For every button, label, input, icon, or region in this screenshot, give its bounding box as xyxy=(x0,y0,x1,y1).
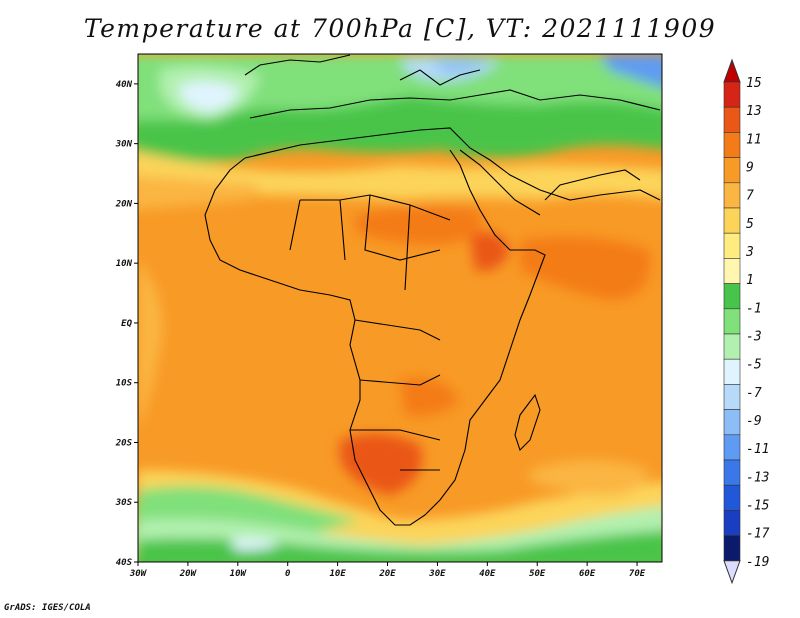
colorbar-label: -11 xyxy=(746,442,769,457)
colorbar-swatch xyxy=(723,358,741,385)
lat-tick-label: 30S xyxy=(115,498,133,508)
colorbar-label: -3 xyxy=(746,329,762,344)
lon-tick-label: 70E xyxy=(629,569,646,579)
colorbar-label: -13 xyxy=(746,470,769,485)
lon-tick-label: 20E xyxy=(378,569,396,579)
colorbar-label: 3 xyxy=(745,245,754,260)
colorbar-label: 9 xyxy=(746,160,754,175)
lat-tick-label: 30N xyxy=(115,140,133,150)
colorbar-swatch xyxy=(723,434,741,461)
lon-tick-label: 30W xyxy=(129,569,148,579)
colorbar-label: 11 xyxy=(746,132,762,147)
lat-tick-label: 10N xyxy=(116,259,133,269)
colorbar-swatch xyxy=(723,232,741,259)
lat-tick-label: 20S xyxy=(115,438,133,448)
colorbar: 15 13 11 9 7 5 3 1 -1 -3 -5 -7 -9 -11 -13 -15 -17 -19 xyxy=(723,58,770,585)
lon-tick-label: 20W xyxy=(179,569,198,579)
colorbar-swatch xyxy=(723,182,741,209)
lon-tick-label: 30E xyxy=(428,569,446,579)
colorbar-swatch xyxy=(723,258,741,284)
longitude-axis: 30W 20W 10W 0 10E 20E 30E 40E 50E 60E 70E xyxy=(129,562,646,579)
colorbar-label: 1 xyxy=(746,273,754,288)
colorbar-swatch xyxy=(723,484,741,511)
colorbar-swatch xyxy=(723,81,741,108)
colorbar-swatch xyxy=(723,535,741,562)
lon-tick-label: 50E xyxy=(529,569,546,579)
colorbar-max-arrow xyxy=(723,58,741,83)
colorbar-label: -9 xyxy=(746,414,762,429)
colorbar-swatch xyxy=(723,283,741,310)
colorbar-swatch xyxy=(723,459,741,486)
colorbar-label: -7 xyxy=(746,386,762,401)
colorbar-swatch xyxy=(723,132,741,158)
plot-frame xyxy=(137,53,663,563)
colorbar-label: -5 xyxy=(746,358,762,373)
colorbar-label: 5 xyxy=(746,217,754,232)
colorbar-label: 15 xyxy=(746,76,762,91)
colorbar-swatch xyxy=(723,384,741,410)
colorbar-label: -1 xyxy=(746,301,762,316)
lat-tick-label: 40S xyxy=(116,558,133,568)
colorbar-min-arrow xyxy=(723,560,741,585)
lon-tick-label: 0 xyxy=(285,569,291,579)
lat-tick-label: EQ xyxy=(121,319,132,329)
colorbar-label: -19 xyxy=(746,555,769,570)
colorbar-swatch xyxy=(723,510,741,536)
lat-tick-label: 20N xyxy=(115,199,133,209)
lat-tick-label: 40N xyxy=(116,80,133,90)
colorbar-swatch xyxy=(723,333,741,360)
colorbar-swatch xyxy=(723,308,741,335)
lon-tick-label: 40E xyxy=(479,569,496,579)
colorbar-swatch xyxy=(723,409,741,436)
lon-tick-label: 10W xyxy=(230,569,248,579)
colorbar-swatch xyxy=(723,106,741,133)
coastlines xyxy=(204,54,661,526)
temperature-field xyxy=(138,54,662,562)
lat-tick-label: 10S xyxy=(116,379,133,389)
colorbar-swatch xyxy=(723,207,741,234)
chart-title: Temperature at 700hPa [C], VT: 202111190… xyxy=(83,14,717,43)
colorbar-label: 13 xyxy=(746,104,762,119)
colorbar-swatch xyxy=(723,157,741,184)
colorbar-label: -15 xyxy=(746,498,770,513)
footer-credit: GrADS: IGES/COLA xyxy=(4,603,91,613)
latitude-axis: 40N 30N 20N 10N EQ 10S 20S 30S 40S xyxy=(115,80,138,568)
colorbar-label: -17 xyxy=(746,527,770,542)
colorbar-label: 7 xyxy=(746,189,754,204)
lon-tick-label: 10E xyxy=(329,569,346,579)
lon-tick-label: 60E xyxy=(579,569,596,579)
